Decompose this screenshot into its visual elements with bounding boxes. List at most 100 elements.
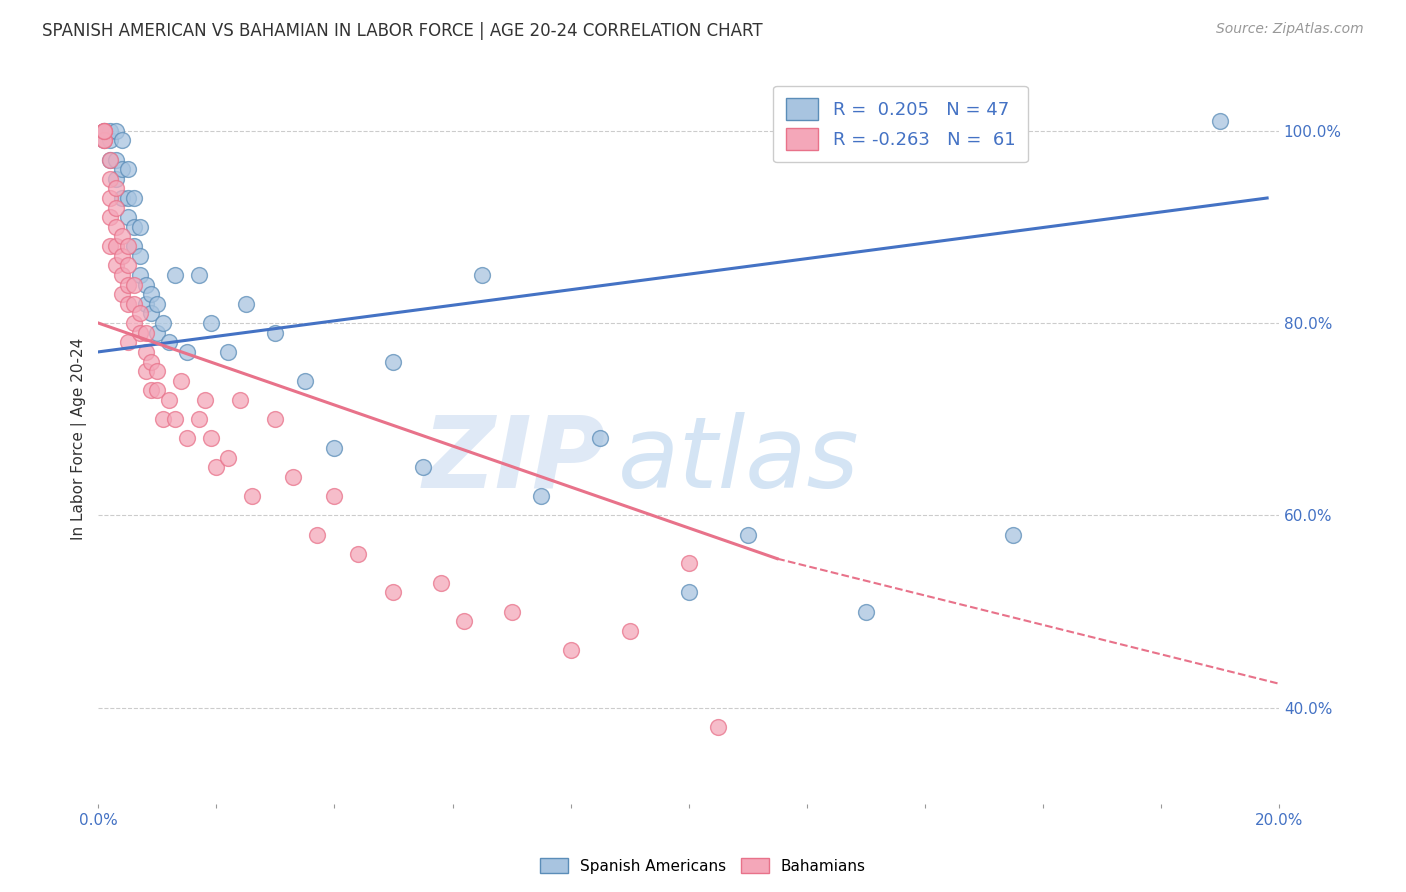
Point (200, 316, 222, 330)
Point (855, 605, 877, 619)
Point (93, 133, 115, 147)
Point (382, 585, 405, 599)
Text: Source: ZipAtlas.com: Source: ZipAtlas.com (1216, 22, 1364, 37)
Point (98, 153, 121, 167)
Point (117, 191, 139, 205)
Point (1209, 114, 1232, 128)
Point (141, 384, 163, 398)
Point (93, 124, 115, 138)
Point (294, 374, 316, 388)
Point (93, 133, 115, 147)
Point (146, 364, 169, 378)
Point (217, 450, 239, 465)
Point (105, 171, 128, 186)
Legend: Spanish Americans, Bahamians: Spanish Americans, Bahamians (534, 852, 872, 880)
Point (117, 162, 139, 177)
Point (170, 374, 193, 388)
Point (135, 297, 157, 311)
Text: ZIP: ZIP (423, 412, 606, 508)
Point (165, 268, 187, 282)
Point (128, 306, 150, 320)
Point (187, 412, 209, 426)
Point (105, 201, 128, 215)
Point (146, 297, 169, 311)
Point (105, 181, 128, 195)
Point (98, 133, 121, 147)
Point (412, 460, 434, 475)
Point (111, 287, 134, 301)
Point (146, 326, 169, 340)
Point (122, 219, 145, 234)
Point (93, 124, 115, 138)
Point (135, 277, 157, 292)
Point (105, 258, 128, 272)
Point (165, 412, 187, 426)
Point (619, 624, 641, 638)
Point (98, 171, 121, 186)
Point (429, 575, 451, 590)
Point (707, 720, 730, 734)
Point (117, 335, 139, 350)
Point (111, 268, 134, 282)
Point (122, 191, 145, 205)
Point (146, 384, 169, 398)
Point (152, 412, 174, 426)
Point (176, 432, 198, 446)
Point (98, 239, 121, 253)
Point (187, 268, 209, 282)
Point (98, 153, 121, 167)
Point (128, 268, 150, 282)
Point (93, 124, 115, 138)
Point (560, 643, 582, 657)
Point (281, 470, 304, 484)
Point (264, 412, 287, 426)
Y-axis label: In Labor Force | Age 20-24: In Labor Force | Age 20-24 (72, 337, 87, 540)
Point (323, 441, 346, 455)
Point (111, 162, 134, 177)
Point (111, 229, 134, 244)
Text: atlas: atlas (617, 412, 859, 508)
Point (194, 392, 217, 407)
Point (111, 191, 134, 205)
Point (530, 489, 553, 503)
Point (240, 489, 263, 503)
Point (141, 354, 163, 368)
Point (347, 547, 370, 561)
Point (105, 153, 128, 167)
Point (382, 354, 405, 368)
Point (135, 344, 157, 359)
Text: SPANISH AMERICAN VS BAHAMIAN IN LABOR FORCE | AGE 20-24 CORRELATION CHART: SPANISH AMERICAN VS BAHAMIAN IN LABOR FO… (42, 22, 763, 40)
Point (135, 364, 157, 378)
Point (105, 239, 128, 253)
Point (98, 191, 121, 205)
Legend: R =  0.205   N = 47, R = -0.263   N =  61: R = 0.205 N = 47, R = -0.263 N = 61 (773, 86, 1028, 162)
Point (501, 605, 523, 619)
Point (453, 614, 475, 628)
Point (105, 219, 128, 234)
Point (117, 239, 139, 253)
Point (678, 557, 700, 571)
Point (264, 326, 287, 340)
Point (141, 287, 163, 301)
Point (200, 432, 222, 446)
Point (135, 326, 157, 340)
Point (152, 316, 174, 330)
Point (111, 133, 134, 147)
Point (471, 268, 494, 282)
Point (117, 297, 139, 311)
Point (128, 219, 150, 234)
Point (589, 432, 612, 446)
Point (117, 277, 139, 292)
Point (122, 316, 145, 330)
Point (122, 239, 145, 253)
Point (122, 277, 145, 292)
Point (157, 392, 180, 407)
Point (93, 133, 115, 147)
Point (105, 124, 128, 138)
Point (205, 460, 228, 475)
Point (93, 124, 115, 138)
Point (128, 326, 150, 340)
Point (1002, 527, 1025, 541)
Point (157, 335, 180, 350)
Point (98, 211, 121, 225)
